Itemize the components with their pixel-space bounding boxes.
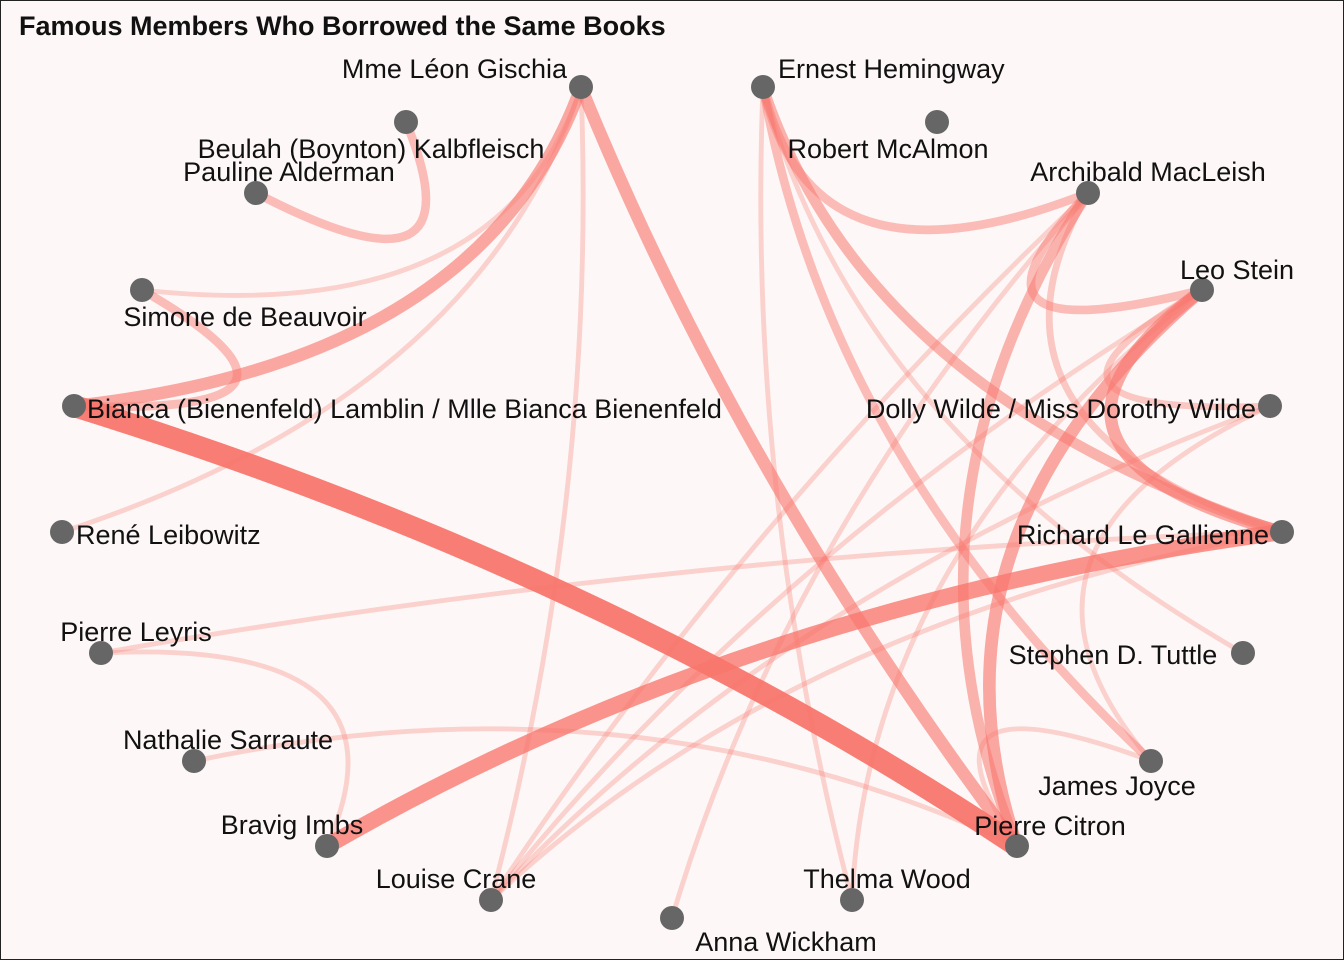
node-gischia <box>569 75 593 99</box>
edge-macleish-stein <box>1026 190 1204 315</box>
node-label-lamblin: Bianca (Bienenfeld) Lamblin / Mlle Bianc… <box>87 394 722 424</box>
node-kalbfleisch <box>394 110 418 134</box>
node-wickham <box>660 906 684 930</box>
edge-gischia-beauvoir <box>141 86 584 298</box>
node-label-stein: Leo Stein <box>1180 255 1294 285</box>
node-mcalmon <box>925 110 949 134</box>
node-gallienne <box>1270 520 1294 544</box>
edge-hemingway-tuttle <box>760 86 1245 656</box>
node-label-leibowitz: René Leibowitz <box>76 520 261 550</box>
diagram-title: Famous Members Who Borrowed the Same Boo… <box>19 11 666 41</box>
node-joyce <box>1139 749 1163 773</box>
node-label-joyce: James Joyce <box>1038 771 1196 801</box>
node-label-macleish: Archibald MacLeish <box>1030 157 1266 187</box>
node-label-gischia: Mme Léon Gischia <box>342 54 568 84</box>
node-imbs <box>315 834 339 858</box>
labels-layer: Mme Léon Gischia Ernest Hemingway Beulah (… <box>60 54 1294 957</box>
node-label-hemingway: Ernest Hemingway <box>778 54 1005 84</box>
node-label-sarraute: Nathalie Sarraute <box>123 725 333 755</box>
edge-alderman-kalbfleisch <box>253 120 431 244</box>
edge-lamblin-citron <box>70 395 1024 856</box>
node-label-alderman: Pauline Alderman <box>183 157 395 187</box>
node-stein <box>1190 278 1214 302</box>
node-tuttle <box>1231 641 1255 665</box>
node-leyris <box>89 641 113 665</box>
node-leibowitz <box>50 520 74 544</box>
edge-gischia-citron <box>575 84 1022 850</box>
edge-imbs-gallienne <box>322 523 1284 854</box>
node-alderman <box>244 181 268 205</box>
node-label-wickham: Anna Wickham <box>695 927 877 957</box>
node-macleish <box>1076 181 1100 205</box>
node-label-wilde: Dolly Wilde / Miss Dorothy Wilde <box>866 394 1256 424</box>
node-wilde <box>1258 394 1282 418</box>
edge-hemingway-joyce <box>758 86 1154 765</box>
edge-sarraute-citron <box>193 726 1019 849</box>
edge-macleish-wickham <box>669 191 1090 919</box>
node-label-tuttle: Stephen D. Tuttle <box>1009 640 1218 670</box>
node-sarraute <box>182 749 206 773</box>
edge-gischia-crane <box>488 86 586 901</box>
node-label-kalbfleisch: Beulah (Boynton) Kalbfleisch <box>198 134 545 164</box>
node-label-wood: Thelma Wood <box>803 864 971 894</box>
edge-gischia-lamblin <box>73 84 587 413</box>
edge-leyris-imbs <box>100 649 351 847</box>
edges-layer <box>61 84 1284 919</box>
edge-macleish-crane <box>488 191 1090 902</box>
edge-wood-stein <box>849 288 1204 901</box>
node-crane <box>479 888 503 912</box>
node-label-gallienne: Richard Le Gallienne <box>1017 520 1269 550</box>
node-label-crane: Louise Crane <box>376 864 537 894</box>
node-label-citron: Pierre Citron <box>974 811 1126 841</box>
node-lamblin <box>62 394 86 418</box>
node-beauvoir <box>130 278 154 302</box>
node-label-mcalmon: Robert McAlmon <box>787 134 988 164</box>
node-label-leyris: Pierre Leyris <box>60 617 212 647</box>
edge-leyris-gallienne <box>100 529 1283 656</box>
edge-macleish-citron <box>957 190 1093 848</box>
edge-stein-gallienne <box>1104 284 1284 539</box>
node-label-beauvoir: Simone de Beauvoir <box>123 302 366 332</box>
node-hemingway <box>751 75 775 99</box>
node-wood <box>840 888 864 912</box>
edge-stein-crane <box>489 287 1204 902</box>
node-label-imbs: Bravig Imbs <box>221 810 364 840</box>
nodes-layer <box>50 75 1294 930</box>
node-citron <box>1005 834 1029 858</box>
